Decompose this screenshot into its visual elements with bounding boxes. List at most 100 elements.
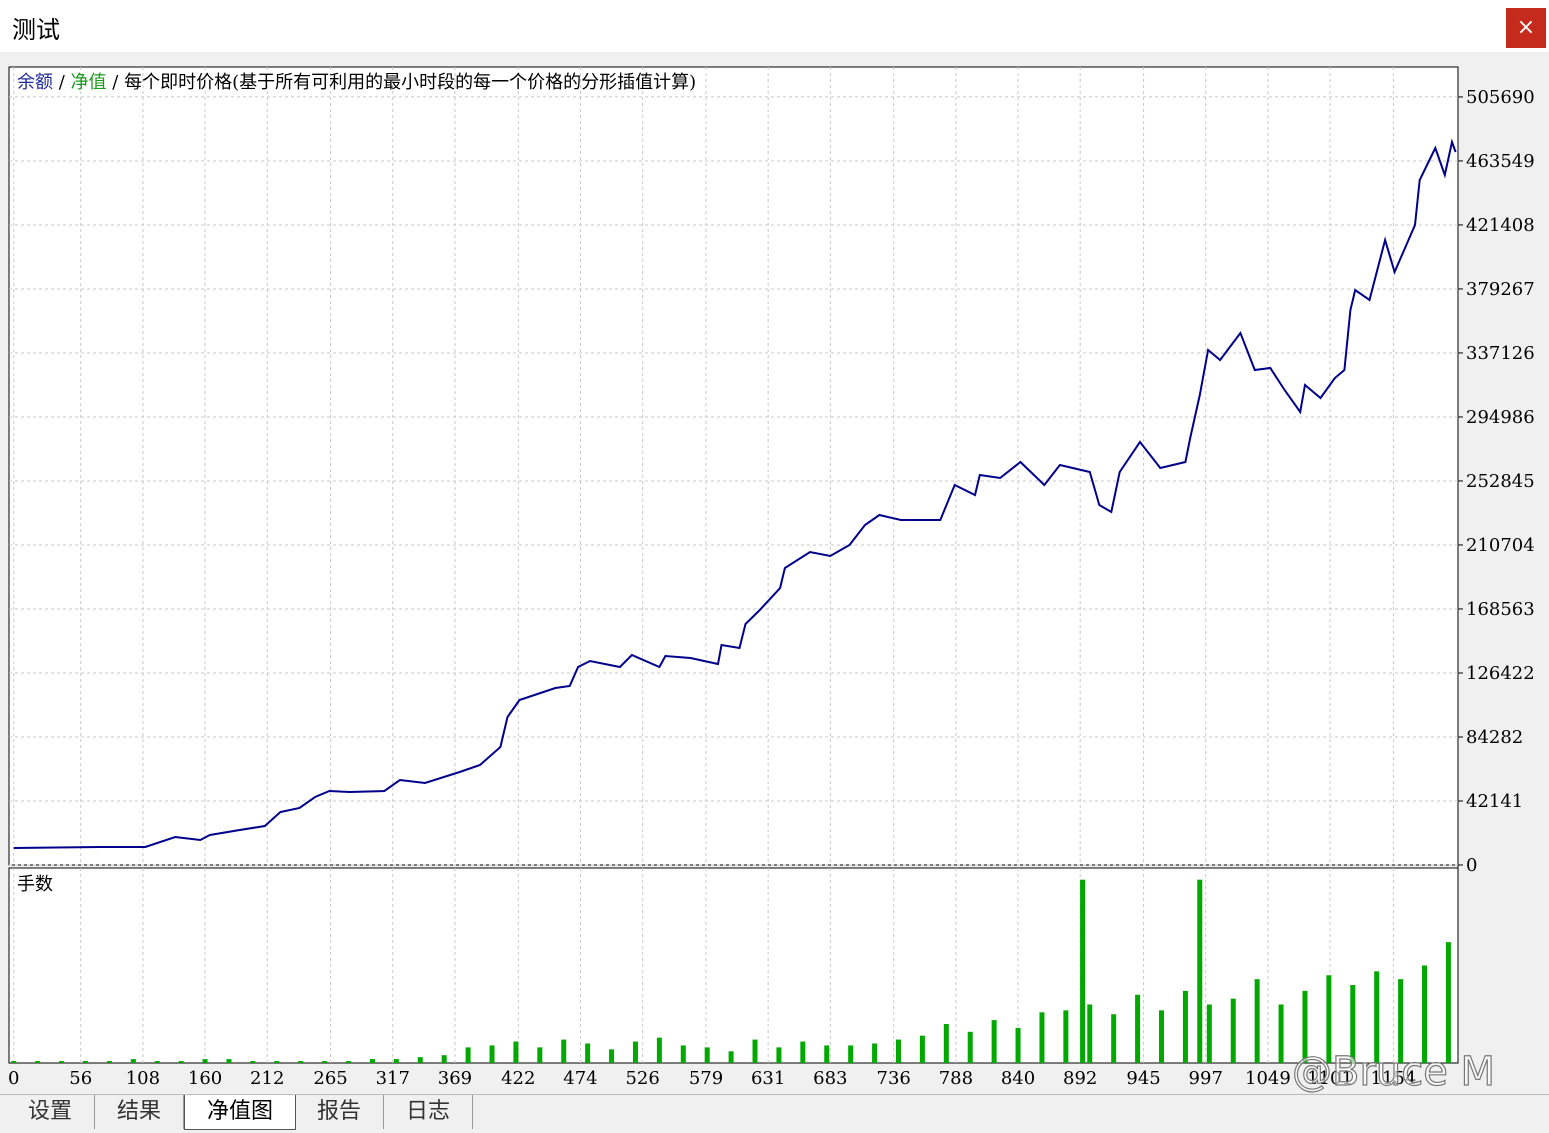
y-tick-label: 126422: [1466, 663, 1535, 684]
plot-frame: [8, 867, 1459, 1064]
tab[interactable]: 结果: [95, 1095, 184, 1129]
volume-bar: [752, 1039, 758, 1063]
volume-bar: [250, 1061, 256, 1063]
close-button[interactable]: ×: [1506, 8, 1546, 48]
volume-bar: [1111, 1014, 1117, 1063]
volume-bar: [154, 1061, 160, 1063]
x-tick-label: 526: [625, 1068, 659, 1089]
x-tick-label: 56: [69, 1068, 92, 1089]
x-tick-label: 369: [438, 1068, 472, 1089]
tab[interactable]: 净值图: [184, 1095, 296, 1130]
volume-bar: [202, 1059, 208, 1063]
y-tick-label: 379267: [1466, 279, 1535, 300]
volume-bar: [59, 1061, 65, 1063]
volume-bar: [298, 1061, 304, 1063]
x-tick-label: 317: [376, 1068, 410, 1089]
x-tick-label: 212: [250, 1068, 284, 1089]
volume-bar: [585, 1043, 591, 1063]
volume-bar: [178, 1061, 184, 1063]
tab[interactable]: 日志: [384, 1095, 473, 1129]
legend-entry: 每个即时价格(基于所有可利用的最小时段的每一个价格的分形插值计算): [124, 72, 696, 93]
x-tick-label: 1154: [1371, 1068, 1417, 1089]
volume-bar: [274, 1061, 280, 1063]
volume-bar: [704, 1047, 710, 1063]
volume-bar: [35, 1061, 41, 1063]
x-tick-label: 160: [188, 1068, 222, 1089]
y-tick-label: 337126: [1466, 343, 1535, 364]
equity-line: [13, 138, 1457, 849]
volume-bar: [1398, 979, 1404, 1063]
x-tick-label: 108: [126, 1068, 160, 1089]
volume-bar: [656, 1037, 662, 1063]
volume-bar: [393, 1059, 399, 1063]
y-tick-label: 505690: [1466, 87, 1535, 108]
volume-bar: [513, 1041, 519, 1063]
x-tick-label: 265: [313, 1068, 347, 1089]
y-tick-label: 252845: [1466, 471, 1535, 492]
x-tick-label: 579: [689, 1068, 723, 1089]
volume-bar: [1230, 998, 1236, 1063]
y-tick-label: 210704: [1466, 535, 1535, 556]
volume-bar: [417, 1057, 423, 1063]
x-tick-label: 422: [501, 1068, 535, 1089]
volume-bar: [1445, 942, 1451, 1063]
x-tick-label: 631: [751, 1068, 785, 1089]
volume-bar: [1135, 994, 1141, 1063]
x-tick-label: 840: [1001, 1068, 1035, 1089]
y-tick-label: 84282: [1466, 727, 1523, 748]
legend-entry: 余额: [17, 72, 53, 93]
volume-bar: [1374, 971, 1380, 1063]
window-title: 测试: [12, 16, 60, 44]
x-tick-label: 683: [813, 1068, 847, 1089]
watermark: @Bruce M: [1292, 1049, 1495, 1094]
legend-entry: 净值: [71, 72, 107, 93]
volume-bar: [1254, 979, 1260, 1063]
plot-frame: [8, 66, 1459, 866]
volume-bar: [632, 1041, 638, 1063]
volume-bar: [106, 1061, 112, 1063]
volume-bar: [872, 1043, 878, 1063]
volume-bar: [1278, 1004, 1284, 1063]
tab[interactable]: 报告: [295, 1095, 384, 1129]
volume-bar: [1197, 879, 1203, 1063]
panel-title: 手数: [17, 874, 53, 895]
volume-bar: [1015, 1027, 1021, 1063]
volume-bar: [11, 1061, 17, 1063]
x-tick-label: 474: [563, 1068, 597, 1089]
tab[interactable]: 设置: [6, 1095, 95, 1129]
x-tick-label: 788: [939, 1068, 973, 1089]
volume-bar: [441, 1055, 447, 1063]
volume-bar: [1182, 990, 1188, 1063]
x-tick-label: 0: [8, 1068, 19, 1089]
volume-bar: [728, 1051, 734, 1063]
volume-bar: [776, 1047, 782, 1063]
volume-bar: [991, 1020, 997, 1063]
volume-bar: [1087, 1004, 1093, 1063]
y-tick-label: 463549: [1466, 151, 1535, 172]
volume-bar: [489, 1045, 495, 1063]
y-tick-label: 421408: [1466, 215, 1535, 236]
legend-entry: /: [112, 72, 119, 93]
volume-bar: [83, 1061, 89, 1063]
volume-bar: [1063, 1010, 1069, 1063]
volume-bar: [895, 1039, 901, 1063]
volume-bar: [1422, 965, 1428, 1063]
tab-bar: 设置 结果 净值图 报告 日志: [0, 1094, 1549, 1133]
volume-bar: [824, 1045, 830, 1063]
volume-bar: [943, 1024, 949, 1063]
volume-bar: [537, 1047, 543, 1063]
y-tick-label: 42141: [1466, 791, 1523, 812]
volume-bar: [226, 1059, 232, 1063]
volume-bar: [1302, 990, 1308, 1063]
volume-bar: [800, 1041, 806, 1063]
volume-bar: [1159, 1010, 1165, 1063]
volume-bar: [919, 1035, 925, 1063]
volume-bar: [465, 1047, 471, 1063]
volume-bar: [680, 1045, 686, 1063]
volume-bar: [322, 1061, 328, 1063]
x-tick-label: 1101: [1307, 1068, 1353, 1089]
chart: 0 56 108 160 212 265 317 369 422 474 526 579 631 683 7…: [8, 66, 1535, 1094]
volume-bar: [130, 1059, 136, 1063]
volume-bar: [1039, 1012, 1045, 1063]
